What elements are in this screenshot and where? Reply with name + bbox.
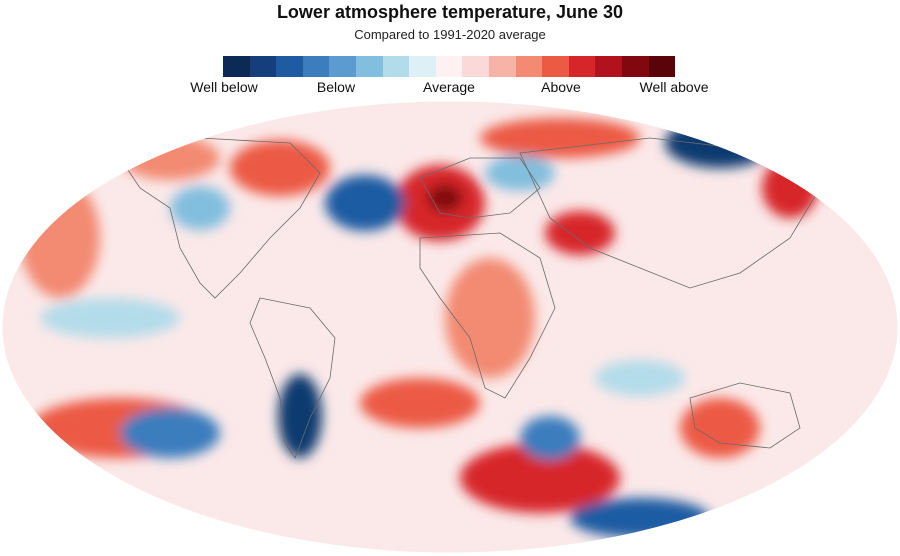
outline-south-america [249, 297, 336, 459]
color-scale-swatch [515, 56, 543, 77]
anomaly-south-atlantic-warm [360, 378, 480, 428]
color-scale-swatch [302, 56, 330, 77]
color-scale [223, 56, 676, 77]
scale-label-below: Below [316, 79, 356, 95]
anomaly-arctic-warm [480, 118, 640, 158]
color-scale-labels: Well below Below Average Above Well abov… [0, 79, 900, 97]
anomaly-east-asia-warm [762, 158, 818, 218]
chart-title: Lower atmosphere temperature, June 30 [276, 2, 624, 22]
anomaly-argentina-cold [278, 374, 322, 458]
anomaly-north-canada-warm [230, 140, 330, 196]
color-scale-swatch [542, 56, 569, 77]
anomaly-europe-cool [485, 155, 555, 191]
color-scale-swatch [568, 56, 596, 77]
outline-north-america [119, 137, 321, 299]
outline-australia [689, 382, 801, 449]
color-scale-swatch [435, 56, 463, 77]
color-scale-swatch [355, 56, 383, 77]
chart-subtitle: Compared to 1991-2020 average [354, 27, 546, 42]
anomaly-siberia-cold [665, 118, 775, 168]
anomaly-south-pacific-cold [120, 408, 220, 458]
anomaly-middle-east-warm [545, 211, 615, 255]
scale-label-average: Average [423, 79, 475, 95]
anomaly-africa-warm [445, 258, 535, 378]
anomaly-atlantic-cold [325, 175, 405, 231]
outline-europe [419, 157, 541, 219]
color-scale-swatch [462, 56, 489, 77]
color-scale-swatch [621, 56, 649, 77]
anomaly-europe-warm-core [427, 184, 463, 212]
color-scale-swatch [648, 56, 676, 77]
globe-edge [1, 100, 899, 554]
scale-label-above: Above [541, 79, 581, 95]
color-scale-swatch [488, 56, 516, 77]
anomaly-southern-ocean-warm [460, 443, 620, 513]
color-scale-swatch [595, 56, 622, 77]
anomaly-north-pacific-warm [120, 136, 220, 180]
color-scale-swatch [249, 56, 277, 77]
color-scale-swatch [223, 56, 250, 77]
anomaly-us-cool [170, 186, 230, 230]
color-scale-swatch [382, 56, 410, 77]
scale-label-well-above: Well above [639, 79, 709, 95]
anomaly-indian-ocean-cool [595, 360, 685, 396]
scale-label-well-below: Well below [190, 79, 258, 95]
color-scale-swatch [276, 56, 303, 77]
world-anomaly-map [1, 100, 899, 554]
outline-africa [419, 232, 556, 399]
anomaly-southern-ocean-cold [520, 416, 580, 460]
color-scale-swatch [329, 56, 356, 77]
color-scale-swatch [409, 56, 436, 77]
anomaly-east-pacific-cool [40, 298, 180, 338]
anomaly-australia-warm [680, 398, 760, 458]
anomaly-west-pacific-warm [20, 178, 100, 298]
